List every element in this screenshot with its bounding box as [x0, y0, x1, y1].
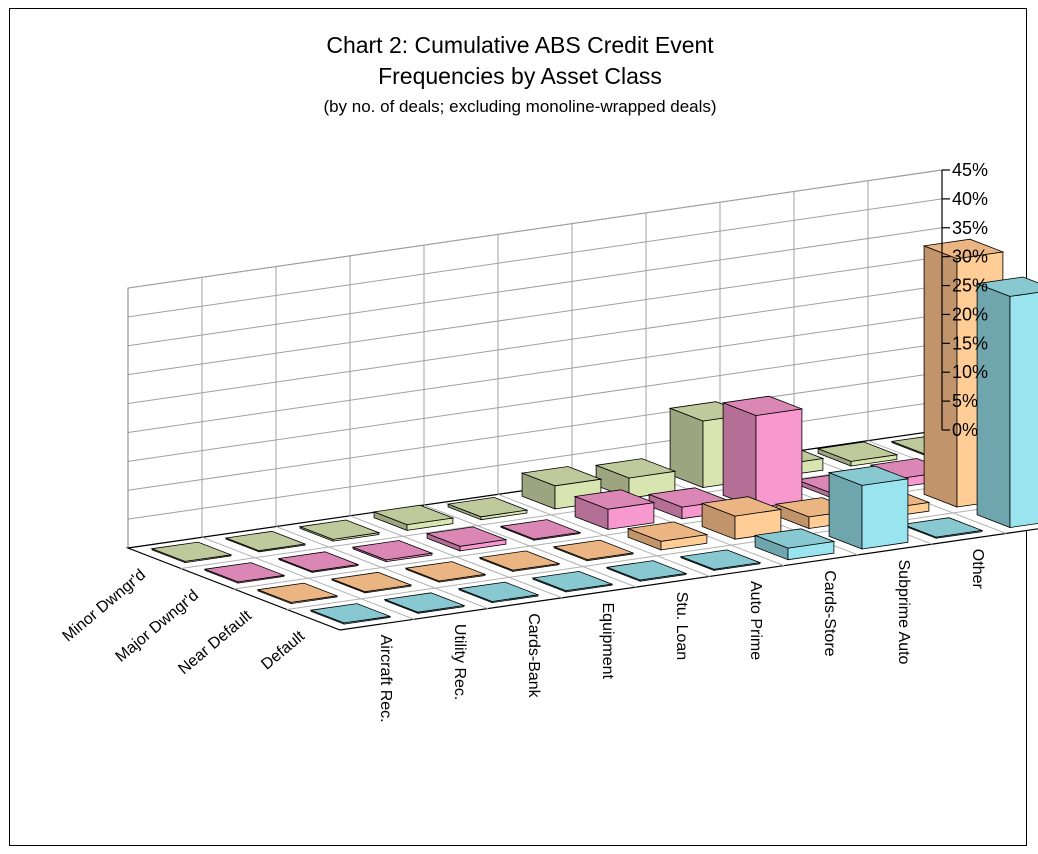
bar: [723, 396, 802, 508]
series-label: Default: [258, 627, 308, 673]
category-label: Cards-Store: [821, 570, 838, 656]
chart-subtitle: (by no. of deals; excluding monoline-wra…: [323, 97, 716, 116]
chart-title-line2: Frequencies by Asset Class: [378, 63, 662, 89]
chart-title: Chart 2: Cumulative ABS Credit Event: [326, 32, 714, 58]
bar: [829, 466, 908, 549]
category-label: Cards-Bank: [525, 613, 542, 698]
category-label: Other: [969, 549, 986, 590]
z-tick-label: 20%: [952, 304, 988, 324]
bar-side: [723, 403, 756, 508]
bar-front: [1010, 290, 1038, 528]
category-label: Utility Rec.: [451, 624, 468, 700]
z-tick-label: 30%: [952, 247, 988, 267]
z-tick-label: 0%: [952, 420, 978, 440]
z-tick-label: 5%: [952, 391, 978, 411]
category-label: Auto Prime: [747, 581, 764, 660]
series-label: Near Default: [175, 607, 255, 678]
bar-front: [862, 479, 908, 549]
z-tick-label: 15%: [952, 333, 988, 353]
category-label: Subprime Auto: [895, 560, 912, 665]
category-label: Stu. Loan: [673, 592, 690, 661]
z-tick-label: 45%: [952, 160, 988, 180]
z-tick-label: 40%: [952, 189, 988, 209]
z-tick-label: 25%: [952, 276, 988, 296]
category-label: Equipment: [599, 603, 616, 680]
z-tick-label: 10%: [952, 362, 988, 382]
z-tick-label: 35%: [952, 218, 988, 238]
bar-side: [829, 473, 862, 549]
bar-front: [756, 409, 802, 508]
category-label: Aircraft Rec.: [377, 635, 394, 723]
